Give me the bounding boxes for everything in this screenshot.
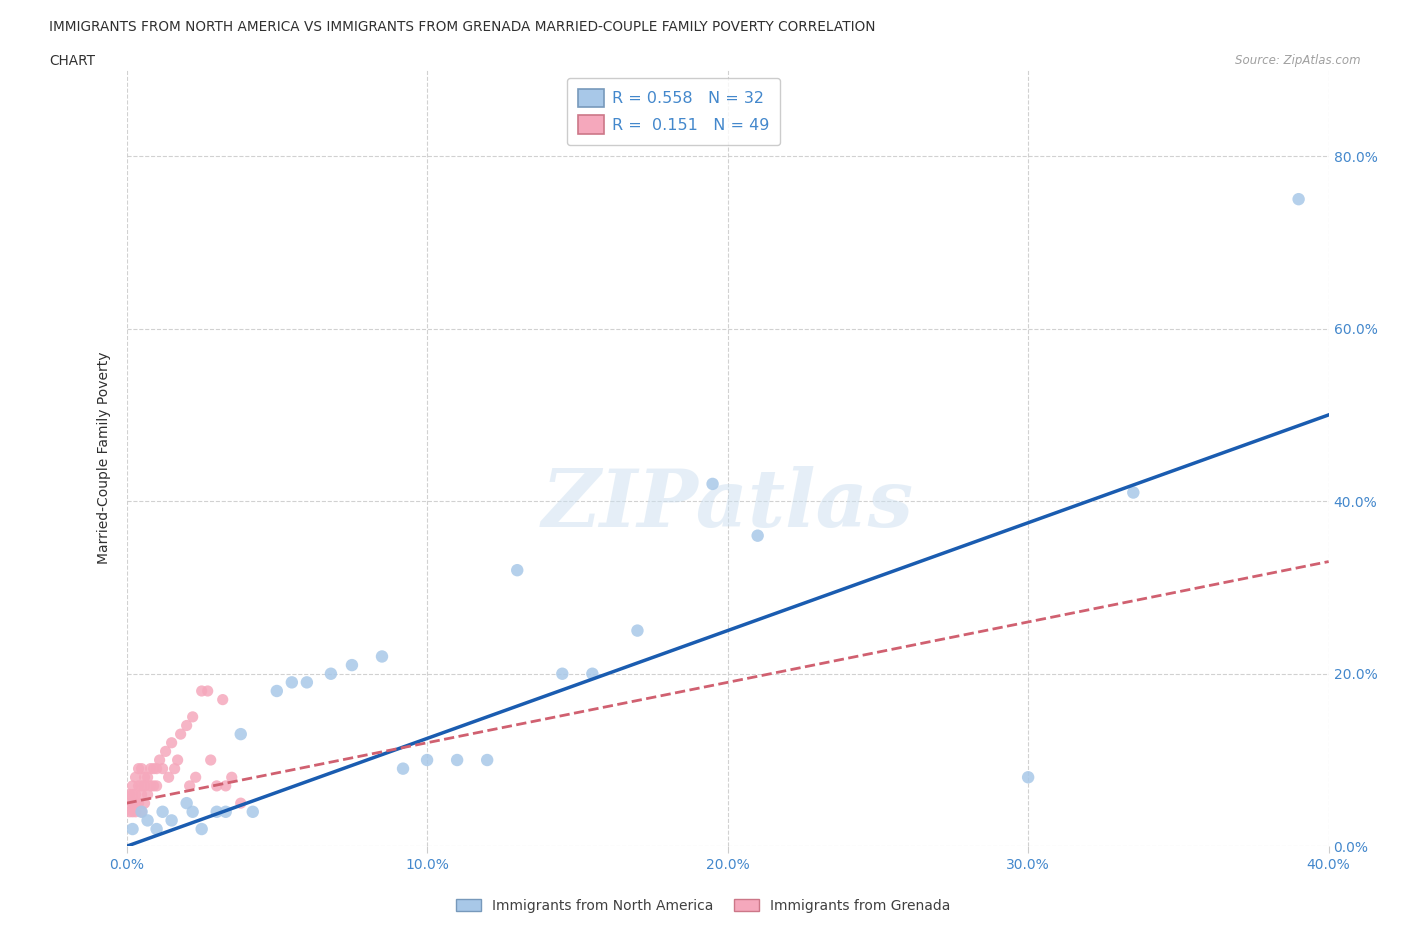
Point	[139, 761, 162, 776]
Point	[581, 666, 603, 681]
Point	[152, 761, 174, 776]
Point	[131, 787, 153, 802]
Point	[181, 710, 204, 724]
Point	[124, 804, 146, 819]
Point	[506, 563, 529, 578]
Point	[155, 744, 177, 759]
Point	[184, 770, 207, 785]
Point	[128, 761, 150, 776]
Point	[266, 684, 288, 698]
Point	[340, 658, 363, 672]
Y-axis label: Married-Couple Family Poverty: Married-Couple Family Poverty	[97, 352, 111, 565]
Point	[136, 813, 159, 828]
Point	[160, 736, 183, 751]
Legend: Immigrants from North America, Immigrants from Grenada: Immigrants from North America, Immigrant…	[450, 894, 956, 919]
Point	[475, 752, 498, 767]
Point	[121, 821, 143, 836]
Text: Source: ZipAtlas.com: Source: ZipAtlas.com	[1236, 54, 1361, 67]
Point	[319, 666, 342, 681]
Point	[134, 778, 156, 793]
Point	[215, 804, 238, 819]
Point	[131, 804, 153, 819]
Point	[181, 804, 204, 819]
Point	[190, 684, 212, 698]
Point	[221, 770, 243, 785]
Text: IMMIGRANTS FROM NORTH AMERICA VS IMMIGRANTS FROM GRENADA MARRIED-COUPLE FAMILY P: IMMIGRANTS FROM NORTH AMERICA VS IMMIGRA…	[49, 20, 876, 34]
Point	[190, 821, 212, 836]
Point	[131, 804, 153, 819]
Point	[200, 752, 222, 767]
Point	[1017, 770, 1039, 785]
Point	[142, 778, 165, 793]
Legend: R = 0.558   N = 32, R =  0.151   N = 49: R = 0.558 N = 32, R = 0.151 N = 49	[567, 78, 780, 145]
Point	[446, 752, 468, 767]
Point	[702, 476, 724, 491]
Text: CHART: CHART	[49, 54, 96, 68]
Point	[229, 726, 252, 741]
Point	[152, 804, 174, 819]
Point	[121, 796, 143, 811]
Point	[229, 796, 252, 811]
Point	[163, 761, 186, 776]
Point	[136, 770, 159, 785]
Point	[169, 726, 191, 741]
Point	[166, 752, 188, 767]
Point	[176, 718, 198, 733]
Point	[121, 804, 143, 819]
Point	[128, 796, 150, 811]
Point	[134, 770, 156, 785]
Point	[205, 804, 228, 819]
Point	[160, 813, 183, 828]
Point	[124, 770, 146, 785]
Point	[747, 528, 769, 543]
Point	[179, 778, 201, 793]
Point	[197, 684, 219, 698]
Text: ZIPatlas: ZIPatlas	[541, 466, 914, 543]
Point	[392, 761, 415, 776]
Point	[124, 796, 146, 811]
Point	[205, 778, 228, 793]
Point	[118, 804, 141, 819]
Point	[215, 778, 238, 793]
Point	[1122, 485, 1144, 500]
Point	[149, 752, 172, 767]
Point	[416, 752, 439, 767]
Point	[242, 804, 264, 819]
Point	[118, 796, 141, 811]
Point	[124, 787, 146, 802]
Point	[371, 649, 394, 664]
Point	[1288, 192, 1310, 206]
Point	[139, 778, 162, 793]
Point	[145, 761, 167, 776]
Point	[145, 778, 167, 793]
Point	[145, 821, 167, 836]
Point	[176, 796, 198, 811]
Point	[157, 770, 180, 785]
Point	[142, 761, 165, 776]
Point	[281, 675, 304, 690]
Point	[551, 666, 574, 681]
Point	[131, 761, 153, 776]
Point	[295, 675, 318, 690]
Point	[211, 692, 233, 707]
Point	[121, 787, 143, 802]
Point	[626, 623, 648, 638]
Point	[134, 796, 156, 811]
Point	[136, 787, 159, 802]
Point	[121, 778, 143, 793]
Point	[131, 778, 153, 793]
Point	[128, 778, 150, 793]
Point	[118, 787, 141, 802]
